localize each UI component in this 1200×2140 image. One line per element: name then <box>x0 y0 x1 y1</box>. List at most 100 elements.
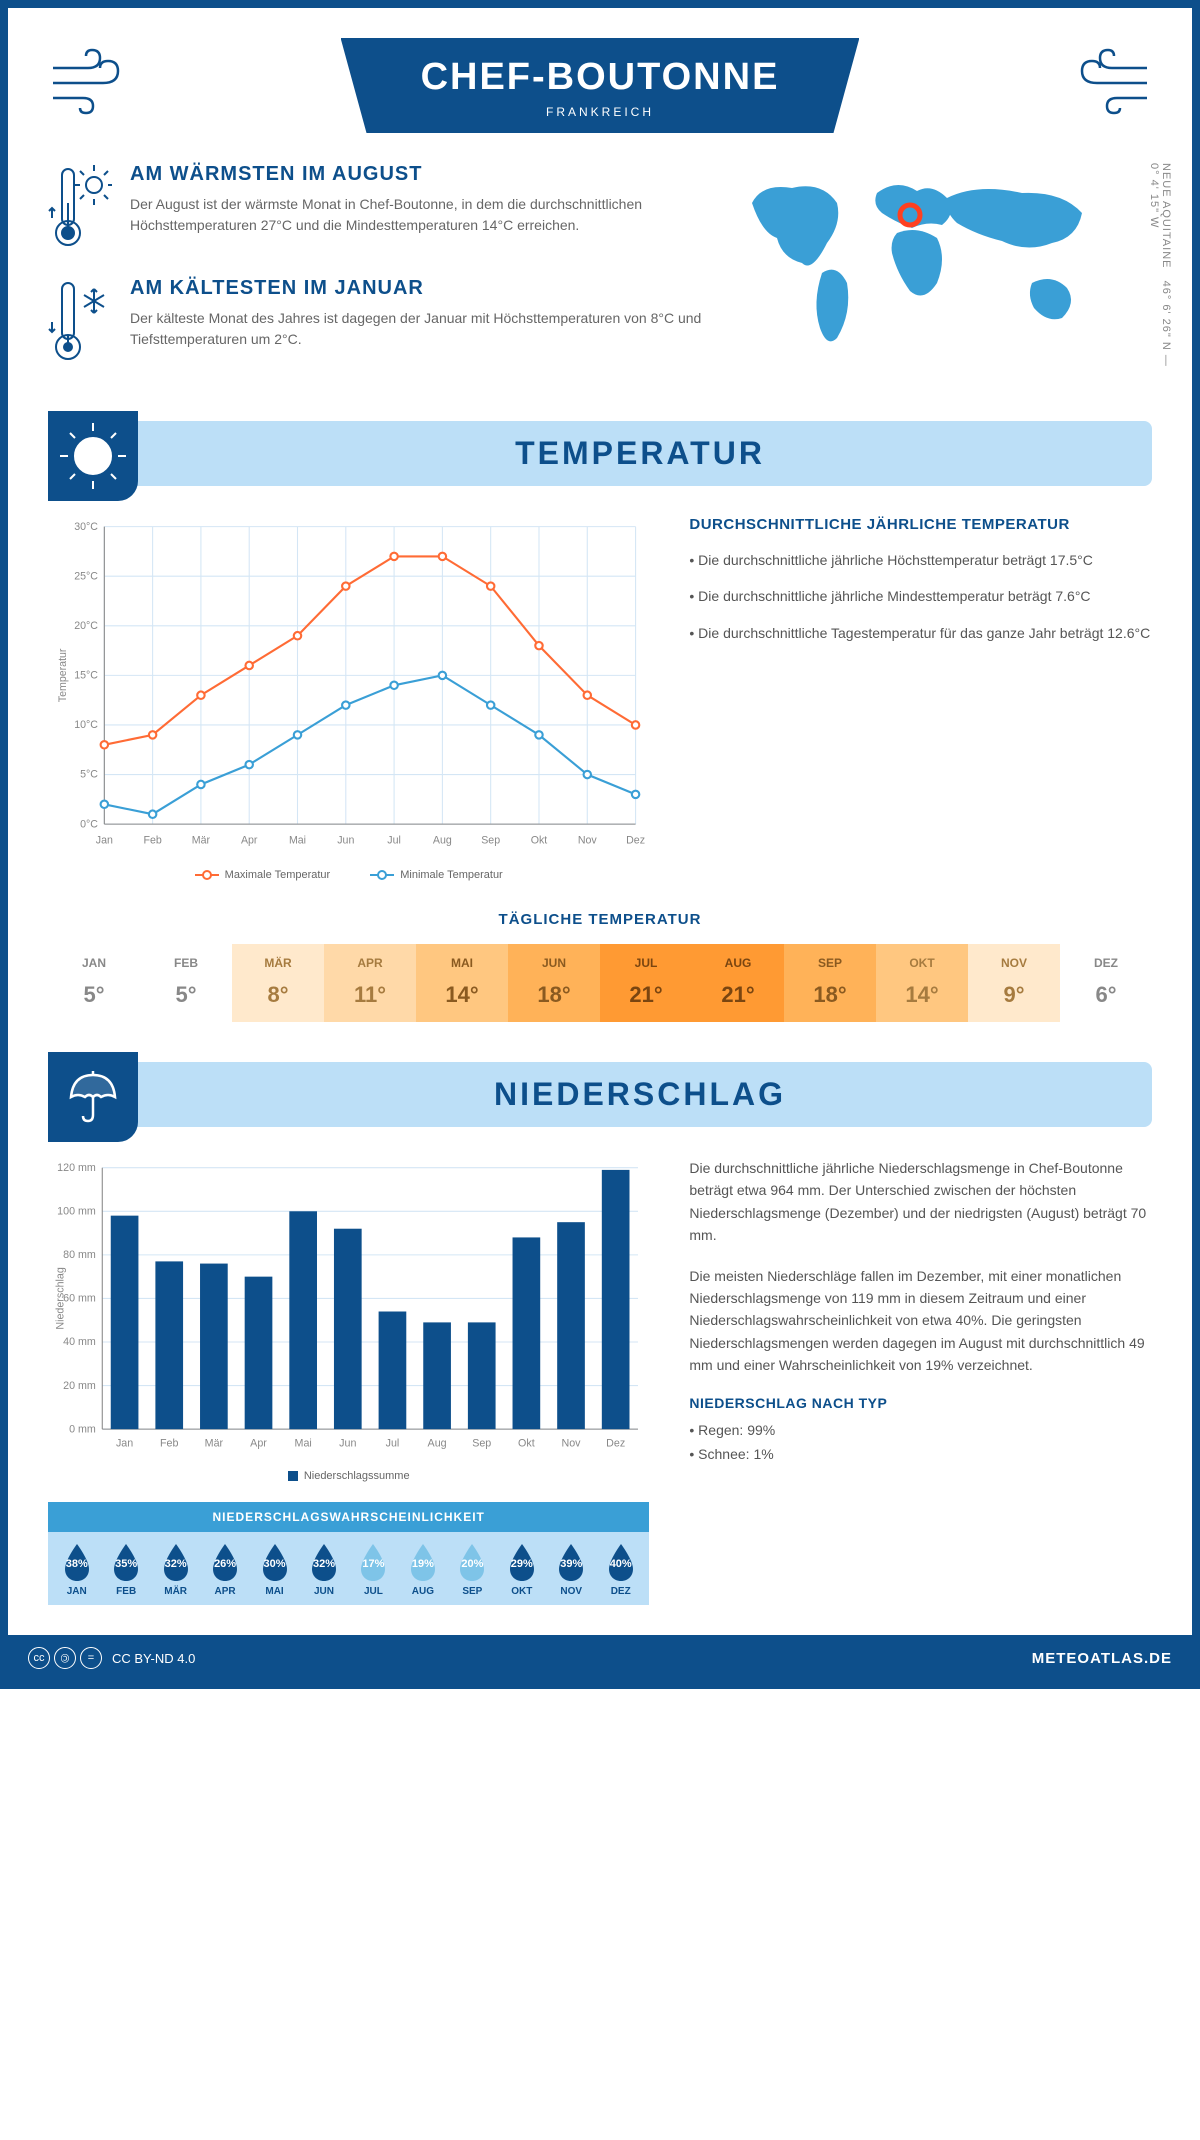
temperature-chart: 0°C5°C10°C15°C20°C25°C30°CJanFebMärAprMa… <box>48 516 649 881</box>
svg-text:Niederschlag: Niederschlag <box>55 1267 67 1330</box>
daily-temp-table: JAN5°FEB5°MÄR8°APR11°MAI14°JUN18°JUL21°A… <box>48 944 1152 1022</box>
svg-text:Sep: Sep <box>472 1437 491 1449</box>
prob-cell: 19%AUG <box>398 1542 447 1597</box>
temp-cell: DEZ6° <box>1060 944 1152 1022</box>
world-map-icon <box>732 163 1112 363</box>
sun-icon <box>48 411 138 501</box>
svg-text:Dez: Dez <box>626 834 645 846</box>
facts-col: AM WÄRMSTEN IM AUGUST Der August ist der… <box>48 163 702 391</box>
prob-cell: 40%DEZ <box>596 1542 645 1597</box>
info-title: DURCHSCHNITTLICHE JÄHRLICHE TEMPERATUR <box>689 516 1152 533</box>
fact-text: Der kälteste Monat des Jahres ist dagege… <box>130 308 702 350</box>
svg-text:Nov: Nov <box>561 1437 581 1449</box>
svg-text:Jan: Jan <box>116 1437 133 1449</box>
intro-row: AM WÄRMSTEN IM AUGUST Der August ist der… <box>48 163 1152 391</box>
prob-cell: 26%APR <box>200 1542 249 1597</box>
prob-cell: 39%NOV <box>547 1542 596 1597</box>
svg-text:120 mm: 120 mm <box>57 1162 96 1174</box>
svg-text:Okt: Okt <box>531 834 548 846</box>
section-title: TEMPERATUR <box>148 435 1132 472</box>
svg-text:0 mm: 0 mm <box>69 1423 96 1435</box>
section-title: NIEDERSCHLAG <box>148 1076 1132 1113</box>
thermometer-snow-icon <box>48 277 112 367</box>
fact-text: Der August ist der wärmste Monat in Chef… <box>130 194 702 236</box>
precip-probability-table: NIEDERSCHLAGSWAHRSCHEINLICHKEIT 38%JAN35… <box>48 1502 649 1605</box>
temp-cell: JAN5° <box>48 944 140 1022</box>
prob-cell: 20%SEP <box>448 1542 497 1597</box>
svg-text:Apr: Apr <box>241 834 258 846</box>
svg-text:100 mm: 100 mm <box>57 1206 96 1218</box>
svg-text:Sep: Sep <box>481 834 500 846</box>
thermometer-sun-icon <box>48 163 112 253</box>
coordinates: NEUE AQUITAINE 46° 6' 26" N — 0° 4' 15" … <box>1148 163 1172 368</box>
temp-cell: MAI14° <box>416 944 508 1022</box>
svg-text:Dez: Dez <box>606 1437 625 1449</box>
chart-legend: Niederschlagssumme <box>48 1470 649 1482</box>
prob-cell: 32%MÄR <box>151 1542 200 1597</box>
site-name: METEOATLAS.DE <box>1032 1650 1172 1667</box>
svg-text:40 mm: 40 mm <box>63 1336 96 1348</box>
section-head-temperature: TEMPERATUR <box>48 421 1152 486</box>
svg-text:Mai: Mai <box>295 1437 312 1449</box>
page-subtitle: FRANKREICH <box>421 105 780 119</box>
svg-text:Mär: Mär <box>205 1437 224 1449</box>
svg-text:15°C: 15°C <box>74 670 98 682</box>
prob-cell: 32%JUN <box>299 1542 348 1597</box>
svg-text:0°C: 0°C <box>80 818 98 830</box>
svg-text:25°C: 25°C <box>74 570 98 582</box>
svg-text:60 mm: 60 mm <box>63 1293 96 1305</box>
license-text: CC BY-ND 4.0 <box>112 1651 195 1666</box>
temp-cell: APR11° <box>324 944 416 1022</box>
map-col: NEUE AQUITAINE 46° 6' 26" N — 0° 4' 15" … <box>732 163 1152 391</box>
svg-text:Jul: Jul <box>387 834 401 846</box>
svg-text:Temperatur: Temperatur <box>57 648 69 702</box>
wind-icon <box>1072 48 1152 130</box>
page: CHEF-BOUTONNE FRANKREICH AM WÄRMSTEN IM … <box>0 0 1200 1689</box>
temp-cell: OKT14° <box>876 944 968 1022</box>
svg-text:Apr: Apr <box>250 1437 267 1449</box>
prob-cell: 38%JAN <box>52 1542 101 1597</box>
svg-text:Okt: Okt <box>518 1437 535 1449</box>
svg-text:80 mm: 80 mm <box>63 1249 96 1261</box>
svg-text:10°C: 10°C <box>74 719 98 731</box>
prob-cell: 17%JUL <box>349 1542 398 1597</box>
svg-text:Aug: Aug <box>428 1437 447 1449</box>
fact-title: AM WÄRMSTEN IM AUGUST <box>130 163 702 186</box>
svg-text:Jun: Jun <box>339 1437 356 1449</box>
header: CHEF-BOUTONNE FRANKREICH <box>48 38 1152 133</box>
temp-cell: FEB5° <box>140 944 232 1022</box>
footer: cc🄯= CC BY-ND 4.0 METEOATLAS.DE <box>8 1635 1192 1681</box>
prob-cell: 29%OKT <box>497 1542 546 1597</box>
wind-icon <box>48 48 128 130</box>
fact-warmest: AM WÄRMSTEN IM AUGUST Der August ist der… <box>48 163 702 253</box>
svg-text:Jun: Jun <box>337 834 354 846</box>
cc-icons: cc🄯= <box>28 1647 102 1669</box>
svg-text:Mai: Mai <box>289 834 306 846</box>
page-title: CHEF-BOUTONNE <box>421 56 780 99</box>
fact-coldest: AM KÄLTESTEN IM JANUAR Der kälteste Mona… <box>48 277 702 367</box>
svg-text:Aug: Aug <box>433 834 452 846</box>
svg-text:Nov: Nov <box>578 834 598 846</box>
precipitation-info: Die durchschnittliche jährliche Niedersc… <box>689 1157 1152 1605</box>
prob-cell: 30%MAI <box>250 1542 299 1597</box>
header-banner: CHEF-BOUTONNE FRANKREICH <box>341 38 860 133</box>
temp-cell: NOV9° <box>968 944 1060 1022</box>
svg-text:20 mm: 20 mm <box>63 1380 96 1392</box>
svg-text:30°C: 30°C <box>74 521 98 533</box>
svg-text:20°C: 20°C <box>74 620 98 632</box>
temperature-info: DURCHSCHNITTLICHE JÄHRLICHE TEMPERATUR •… <box>689 516 1152 881</box>
temp-cell: MÄR8° <box>232 944 324 1022</box>
daily-temp-title: TÄGLICHE TEMPERATUR <box>48 911 1152 928</box>
svg-text:Jul: Jul <box>386 1437 400 1449</box>
chart-legend: Maximale Temperatur Minimale Temperatur <box>48 869 649 881</box>
temp-cell: JUL21° <box>600 944 692 1022</box>
umbrella-icon <box>48 1052 138 1142</box>
svg-text:Feb: Feb <box>143 834 161 846</box>
temp-cell: JUN18° <box>508 944 600 1022</box>
prob-cell: 35%FEB <box>101 1542 150 1597</box>
temp-cell: SEP18° <box>784 944 876 1022</box>
section-head-precip: NIEDERSCHLAG <box>48 1062 1152 1127</box>
temp-cell: AUG21° <box>692 944 784 1022</box>
svg-text:Jan: Jan <box>96 834 113 846</box>
svg-text:Feb: Feb <box>160 1437 178 1449</box>
